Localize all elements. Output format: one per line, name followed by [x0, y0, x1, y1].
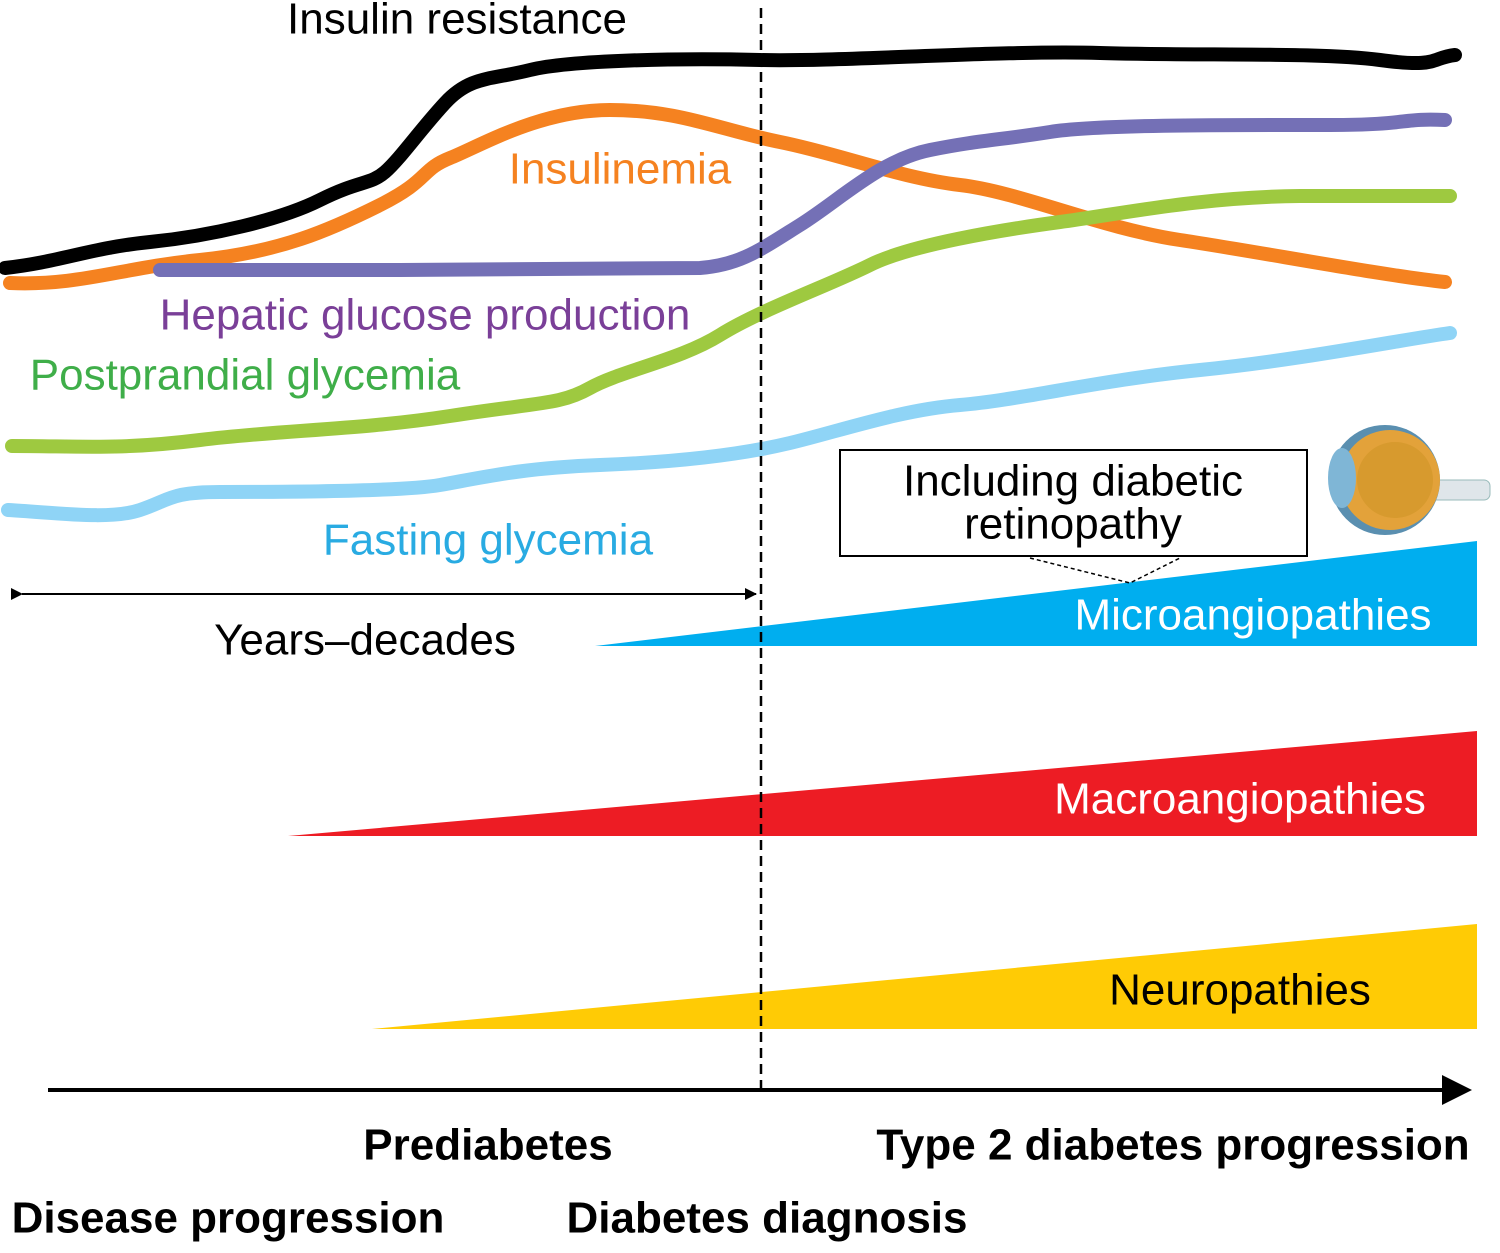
micro-wedge	[595, 541, 1477, 646]
duration-label: Years–decades	[214, 616, 516, 665]
curve-label: Insulin resistance	[287, 0, 627, 44]
axis-label: Type 2 diabetes progression	[876, 1121, 1469, 1170]
callout-box	[839, 449, 1308, 557]
curve-label: Fasting glycemia	[323, 516, 654, 565]
macro-wedge	[288, 731, 1477, 836]
insulinemia-curve	[3, 103, 1452, 291]
neuro-wedge	[372, 924, 1477, 1029]
curve-label: Insulinemia	[509, 145, 732, 194]
callout-text: retinopathy	[964, 500, 1182, 549]
curve-label: Postprandial glycemia	[30, 351, 461, 400]
eye-icon	[1328, 425, 1491, 535]
callout-text: Including diabetic	[903, 457, 1243, 506]
wedge-label: Neuropathies	[1109, 966, 1371, 1015]
hepatic-glucose-curve	[153, 112, 1452, 277]
axis-label: Prediabetes	[363, 1121, 612, 1170]
insulin-resistance-curve	[0, 45, 1462, 275]
axis-label: Disease progression	[12, 1194, 445, 1243]
wedge-label: Macroangiopathies	[1054, 775, 1426, 824]
axis-label: Diabetes diagnosis	[566, 1194, 967, 1243]
postprandial-glycemia-curve	[5, 189, 1457, 454]
wedge-label: Microangiopathies	[1074, 591, 1431, 640]
curve-label: Hepatic glucose production	[160, 291, 691, 340]
callout-pointer	[1029, 557, 1181, 584]
axis-arrowhead	[1442, 1075, 1472, 1105]
fasting-glycemia-curve	[1, 326, 1457, 523]
